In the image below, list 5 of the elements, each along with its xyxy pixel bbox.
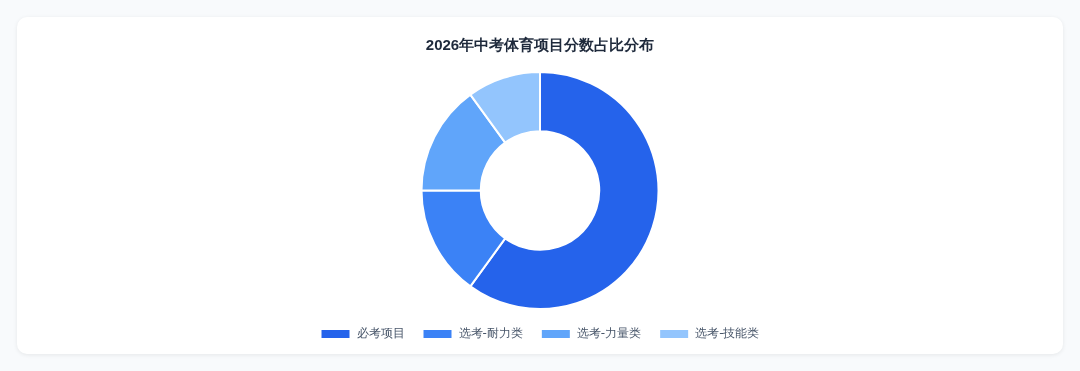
legend-label: 必考项目 [356, 326, 405, 341]
legend-label: 选考-耐力类 [458, 326, 523, 341]
legend-label: 选考-力量类 [576, 326, 642, 341]
legend-label: 选考-技能类 [695, 326, 760, 341]
chart-title: 2026年中考体育项目分数占比分布 [425, 36, 655, 54]
